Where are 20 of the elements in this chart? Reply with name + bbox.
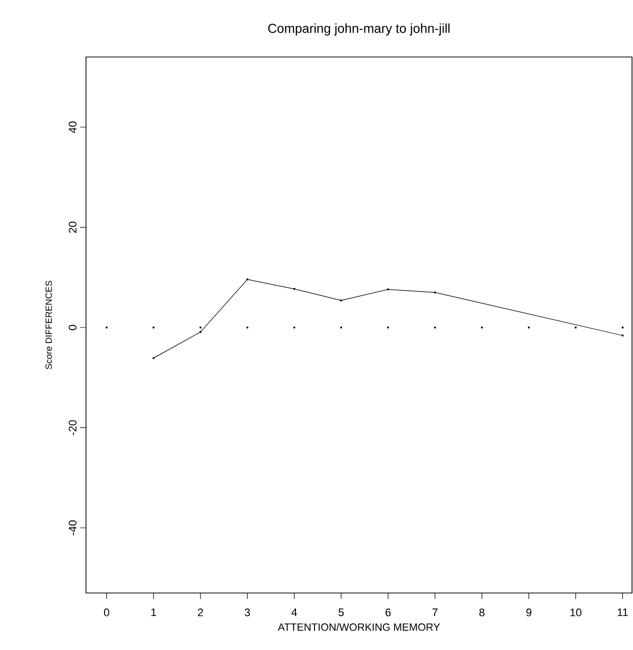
y-tick-label: -20 bbox=[68, 420, 76, 436]
x-tick-label: 7 bbox=[432, 608, 438, 616]
y-tick-label: 20 bbox=[68, 222, 76, 233]
y-tick-label: 40 bbox=[68, 121, 76, 133]
chart-title: Comparing john-mary to john-jill bbox=[268, 23, 450, 36]
x-tick-label: 4 bbox=[291, 608, 297, 616]
x-tick-label: 6 bbox=[386, 608, 391, 616]
x-tick-label: 5 bbox=[338, 608, 344, 616]
x-tick-label: 10 bbox=[570, 608, 582, 616]
x-tick-label: 3 bbox=[244, 608, 250, 616]
x-tick-label: 8 bbox=[479, 608, 484, 616]
x-tick-label: 9 bbox=[526, 608, 532, 616]
y-tick-label: 0 bbox=[68, 324, 76, 330]
x-tick-label: 11 bbox=[618, 608, 628, 616]
x-tick-label: 2 bbox=[198, 608, 203, 616]
x-tick-label: 1 bbox=[151, 608, 156, 616]
y-axis-title: Score DIFFERENCES bbox=[46, 280, 52, 370]
x-tick-label: 0 bbox=[104, 608, 110, 616]
x-axis-title: ATTENTION/WORKING MEMORY bbox=[278, 623, 440, 631]
y-tick-label: -40 bbox=[68, 520, 76, 536]
